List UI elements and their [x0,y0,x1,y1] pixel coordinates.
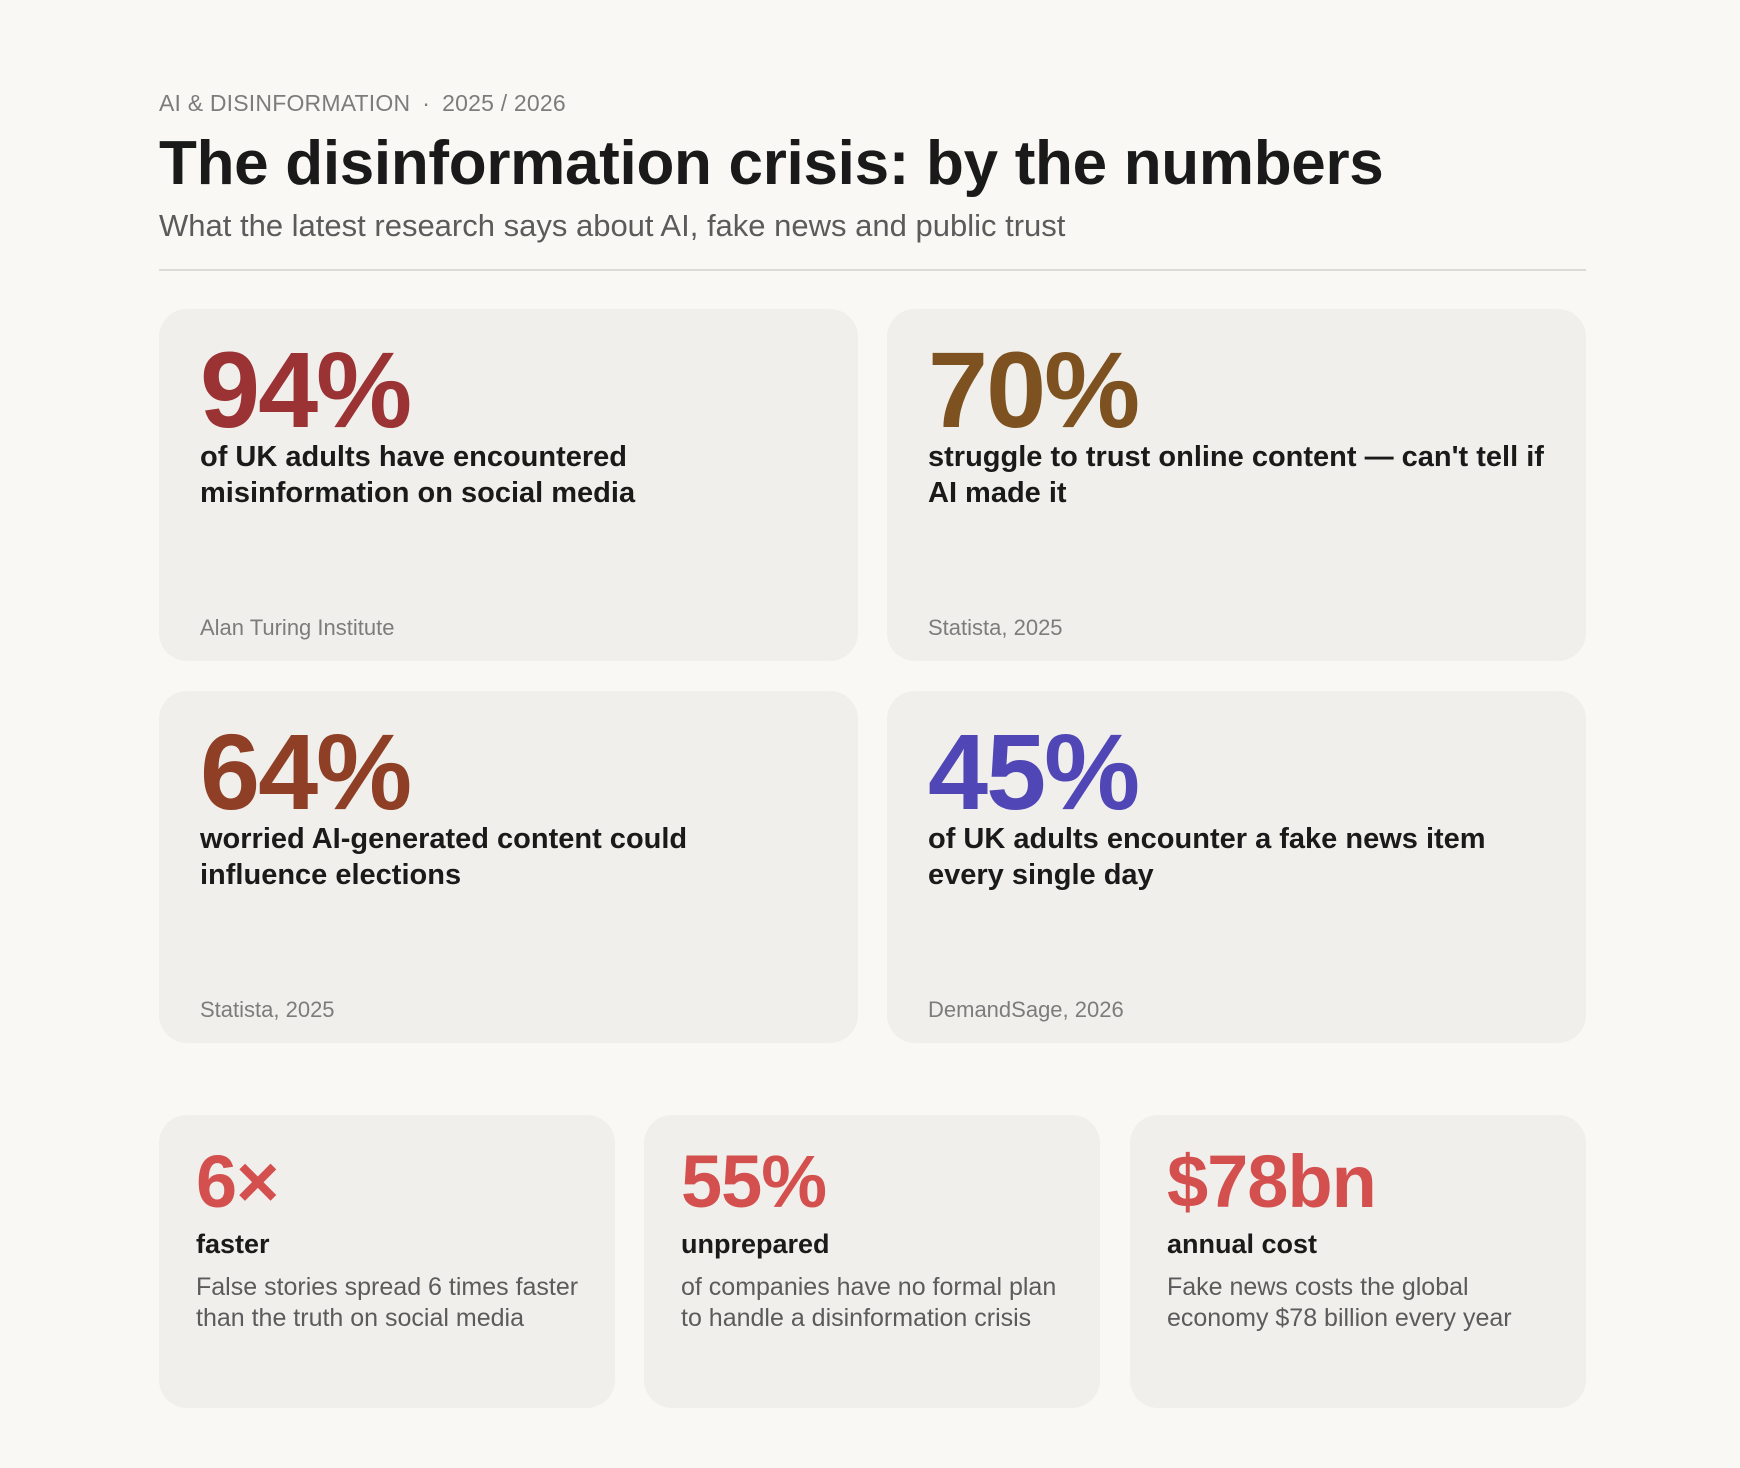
page-subtitle: What the latest research says about AI, … [159,208,1066,243]
header-divider [159,269,1586,271]
stat-card-spread-speed: 6× faster False stories spread 6 times f… [159,1115,615,1408]
stat-label: annual cost [1167,1229,1318,1259]
stat-source: Statista, 2025 [200,997,335,1022]
stat-description: of UK adults have encountered misinforma… [200,441,636,509]
stat-card-election-worry: 64% worried AI-generated content could i… [159,691,858,1043]
stat-card-companies-unprepared: 55% unprepared of companies have no form… [644,1115,1100,1408]
stat-value: 94% [200,329,412,450]
kicker-period: 2025 / 2026 [442,90,566,116]
stat-value: 64% [200,711,412,832]
stat-card-uk-misinformation: 94% of UK adults have encountered misinf… [159,309,858,661]
stat-description: worried AI-generated content could influ… [200,823,688,891]
kicker-topic: AI & DISINFORMATION [159,90,411,116]
stat-label: faster [196,1229,270,1259]
stat-value: 45% [928,711,1140,832]
stat-card-annual-cost: $78bn annual cost Fake news costs the gl… [1130,1115,1586,1408]
stat-description: struggle to trust online content — can't… [928,441,1544,509]
stat-card-daily-fake-news: 45% of UK adults encounter a fake news i… [887,691,1586,1043]
stat-description: Fake news costs the global economy $78 b… [1167,1273,1512,1332]
stat-value: 6× [196,1140,279,1223]
stat-card-trust-online-content: 70% struggle to trust online content — c… [887,309,1586,661]
stat-value: 70% [928,329,1140,450]
stat-source: DemandSage, 2026 [928,997,1124,1022]
stat-description: of UK adults encounter a fake news item … [928,823,1486,891]
kicker: AI & DISINFORMATION · 2025 / 2026 [159,90,566,117]
stat-source: Alan Turing Institute [200,615,395,640]
stat-source: Statista, 2025 [928,615,1063,640]
stat-value: $78bn [1167,1140,1377,1223]
stat-value: 55% [681,1140,827,1223]
stat-label: unprepared [681,1229,830,1259]
stat-description: of companies have no formal plan to hand… [681,1273,1057,1332]
page-title: The disinformation crisis: by the number… [159,129,1384,198]
stat-description: False stories spread 6 times faster than… [196,1273,579,1332]
kicker-separator: · [422,90,431,116]
